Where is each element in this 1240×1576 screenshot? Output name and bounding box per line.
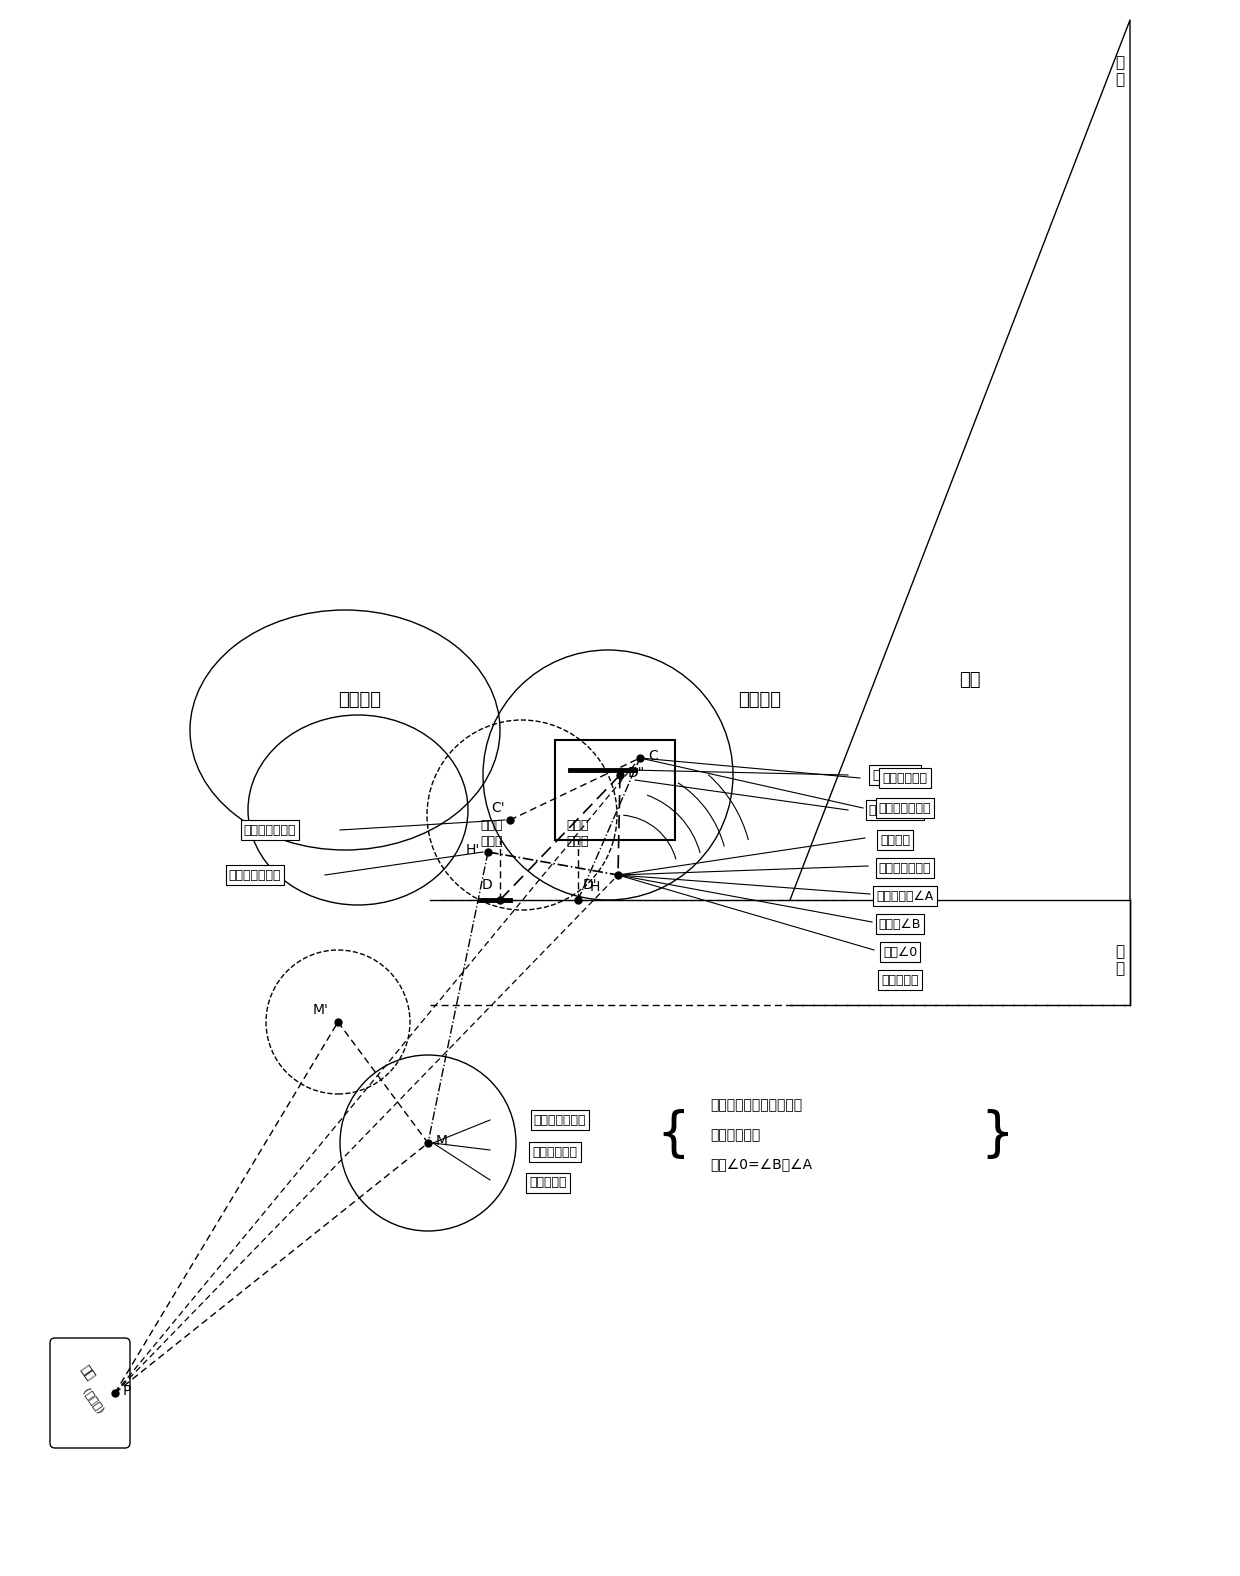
Bar [556,741,675,840]
Text: 头同一侧侧时: 头同一侧侧时 [711,1128,760,1143]
Text: H: H [590,879,600,894]
Text: D': D' [583,878,598,892]
Text: 立柱: 立柱 [77,1363,97,1382]
Text: 桥头中心点: 桥头中心点 [882,974,919,987]
Text: 期望桥头倾动角: 期望桥头倾动角 [869,804,921,816]
Text: }: } [980,1110,1013,1162]
Text: 期望舱门位置: 期望舱门位置 [873,769,918,782]
Text: 机
翼: 机 翼 [1116,55,1125,87]
Text: 舱门实
际位置: 舱门实 际位置 [481,820,503,848]
Text: 机翼: 机翼 [960,671,981,689]
Text: 目标摄像头位置: 目标摄像头位置 [244,824,296,837]
Text: (支撑架): (支撑架) [81,1387,105,1415]
Text: H': H' [466,843,480,857]
Text: C': C' [491,801,505,815]
Text: 期望桥头倾动角: 期望桥头倾动角 [879,802,931,815]
Text: 桥头角∠B: 桥头角∠B [879,917,921,930]
Text: 摄像头安装位置: 摄像头安装位置 [879,862,931,875]
Text: 目标桥头中心点: 目标桥头中心点 [228,868,281,881]
Text: 当实际舱门和立柱位于桥: 当实际舱门和立柱位于桥 [711,1098,802,1113]
Text: M: M [436,1135,448,1147]
Text: 目标轮架中心点: 目标轮架中心点 [533,1114,587,1127]
Text: 飞机机身: 飞机机身 [739,690,781,709]
Text: 机
翼: 机 翼 [1116,944,1125,976]
Text: 外角∠0: 外角∠0 [883,946,918,958]
Text: M': M' [312,1002,329,1017]
Text: 期望舱门位置: 期望舱门位置 [883,772,928,785]
Text: 桥头偏移角∠A: 桥头偏移角∠A [877,889,934,903]
Text: D: D [481,878,492,892]
Text: 期望舱
门中心: 期望舱 门中心 [567,820,589,848]
Text: C: C [649,749,657,763]
Text: {: { [656,1110,689,1162]
Text: 飞机头部: 飞机头部 [339,690,382,709]
Text: P: P [123,1384,131,1398]
Text: 目标轮架角度: 目标轮架角度 [532,1146,578,1158]
Text: D": D" [627,766,645,780]
Text: 外角∠0=∠B＋∠A: 外角∠0=∠B＋∠A [711,1158,812,1173]
Text: 轮架中心点: 轮架中心点 [529,1177,567,1190]
Text: 相机视角: 相机视角 [880,834,910,846]
